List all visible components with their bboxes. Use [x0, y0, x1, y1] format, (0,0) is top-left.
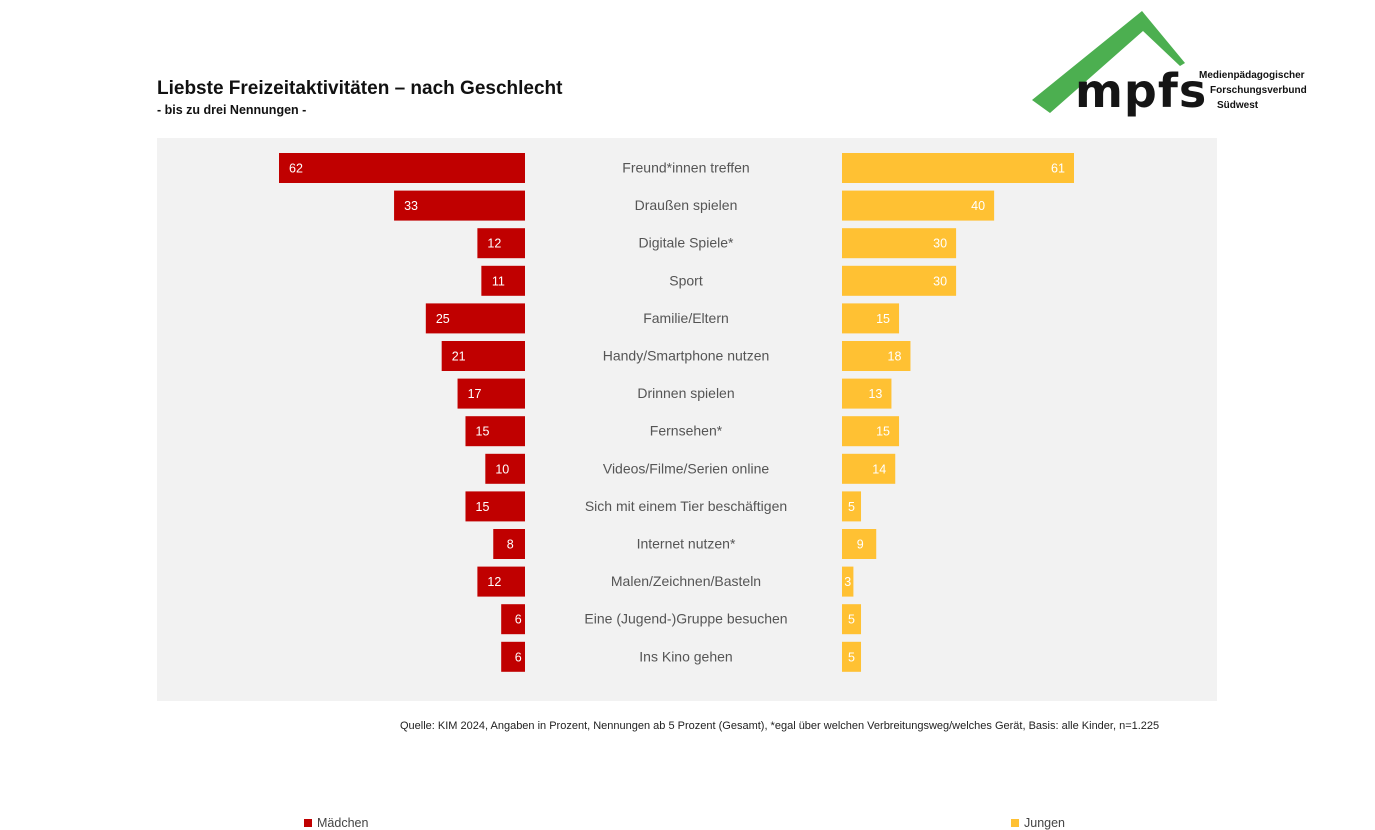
data-label-maedchen: 10 [495, 462, 509, 476]
category-label: Sport [669, 272, 703, 288]
bar-maedchen [465, 416, 525, 447]
data-label-jungen: 5 [848, 500, 855, 514]
bar-jungen [842, 604, 862, 635]
bar-jungen [842, 566, 854, 597]
data-label-maedchen: 17 [468, 387, 482, 401]
data-label-jungen: 13 [868, 387, 882, 401]
data-label-jungen: 15 [876, 425, 890, 439]
bar-jungen [842, 378, 892, 409]
data-label-jungen: 61 [1051, 162, 1065, 176]
category-label: Malen/Zeichnen/Basteln [611, 573, 761, 589]
logo-wordmark: mpfs [1075, 64, 1208, 118]
org-name-line2: Forschungsverbund [1210, 85, 1307, 96]
data-label-maedchen: 21 [452, 350, 466, 364]
data-label-maedchen: 8 [507, 538, 514, 552]
bar-maedchen [465, 491, 525, 522]
bar-maedchen [477, 566, 525, 597]
source-note: Quelle: KIM 2024, Angaben in Prozent, Ne… [400, 720, 1160, 732]
bar-jungen [842, 491, 862, 522]
data-label-maedchen: 62 [289, 162, 303, 176]
legend-item-maedchen: Mädchen [304, 816, 368, 830]
data-label-jungen: 15 [876, 312, 890, 326]
data-label-jungen: 30 [933, 237, 947, 251]
chart-panel: 62 Freund*innen treffen 61 33 Draußen spiele… [157, 138, 1217, 830]
legend-swatch-maedchen [304, 819, 312, 827]
bar-jungen [842, 303, 900, 334]
bar-jungen [842, 153, 1074, 183]
data-label-maedchen: 6 [515, 613, 522, 627]
legend-swatch-jungen [1011, 819, 1019, 827]
category-label: Sich mit einem Tier beschäftigen [585, 498, 787, 514]
bar-jungen [842, 416, 900, 447]
bar-maedchen [477, 228, 525, 259]
data-label-jungen: 3 [844, 575, 851, 589]
category-label: Handy/Smartphone nutzen [603, 348, 770, 364]
category-label: Drinnen spielen [637, 385, 734, 401]
bar-maedchen [441, 341, 525, 371]
data-label-jungen: 5 [848, 613, 855, 627]
bar-maedchen [501, 641, 525, 672]
bar-jungen [842, 529, 877, 559]
chart-title: Liebste Freizeitaktivitäten – nach Gesch… [157, 78, 563, 99]
category-label: Familie/Eltern [643, 310, 729, 326]
category-label: Draußen spielen [635, 197, 738, 213]
bar-jungen [842, 265, 957, 296]
legend-item-jungen: Jungen [1011, 816, 1065, 830]
data-label-maedchen: 12 [487, 237, 501, 251]
category-label: Eine (Jugend-)Gruppe besuchen [584, 611, 787, 627]
org-name-line3: Südwest [1217, 100, 1259, 111]
bar-jungen [842, 341, 911, 371]
legend-label-maedchen: Mädchen [317, 816, 369, 830]
bar-maedchen [501, 604, 525, 635]
logo-roof-icon [1032, 11, 1185, 113]
mpfs-logo: mpfs Medienpädagogischer Forschungsverbu… [1030, 8, 1350, 126]
bar-maedchen [481, 265, 525, 296]
data-label-maedchen: 15 [476, 425, 490, 439]
bar-jungen [842, 228, 957, 259]
bar-jungen [842, 641, 862, 672]
category-label: Internet nutzen* [637, 536, 736, 552]
data-label-maedchen: 12 [487, 575, 501, 589]
data-label-maedchen: 33 [404, 199, 418, 213]
bar-jungen [842, 190, 995, 221]
category-label: Freund*innen treffen [622, 160, 749, 176]
bar-maedchen [394, 190, 525, 221]
data-label-jungen: 18 [888, 350, 902, 364]
data-label-jungen: 14 [872, 462, 886, 476]
bar-maedchen [457, 378, 525, 409]
data-label-maedchen: 15 [476, 500, 490, 514]
category-label: Videos/Filme/Serien online [603, 460, 769, 476]
data-label-maedchen: 6 [515, 650, 522, 664]
bar-maedchen [493, 529, 525, 559]
category-label: Digitale Spiele* [639, 235, 734, 251]
category-label: Fernsehen* [650, 423, 723, 439]
bar-maedchen [279, 153, 525, 183]
data-label-jungen: 9 [857, 538, 864, 552]
legend-label-jungen: Jungen [1024, 816, 1066, 830]
bar-maedchen [485, 453, 525, 484]
chart-subtitle: - bis zu drei Nennungen - [157, 103, 307, 117]
data-label-maedchen: 11 [492, 274, 505, 288]
data-label-jungen: 40 [971, 199, 985, 213]
data-label-maedchen: 25 [436, 312, 450, 326]
data-label-jungen: 30 [933, 274, 947, 288]
org-name-line1: Medienpädagogischer [1199, 70, 1305, 81]
data-label-jungen: 5 [848, 650, 855, 664]
bar-maedchen [425, 303, 525, 334]
bar-jungen [842, 453, 896, 484]
category-label: Ins Kino gehen [639, 648, 732, 664]
